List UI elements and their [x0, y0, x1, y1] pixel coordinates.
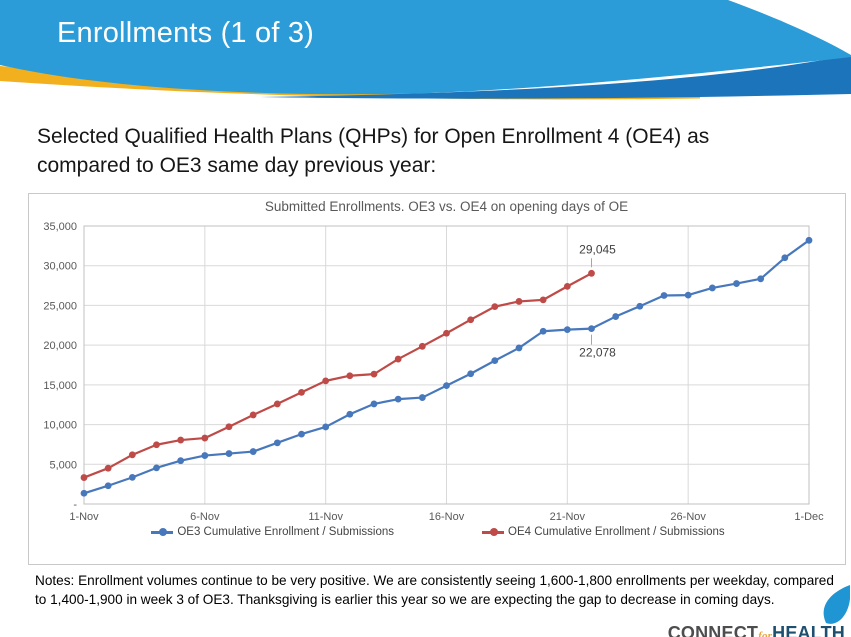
data-point: [805, 236, 813, 244]
data-point: [153, 441, 160, 449]
data-point: [225, 423, 233, 431]
data-point: [443, 329, 450, 337]
data-point: [322, 377, 330, 385]
data-point: [757, 275, 765, 283]
data-point: [104, 464, 112, 472]
data-label: 29,045: [579, 242, 616, 256]
data-point: [563, 282, 571, 290]
data-point: [588, 269, 595, 277]
logo-for: for: [758, 630, 773, 637]
logo-leaf-icon: [823, 585, 850, 624]
y-axis-tick-label: 20,000: [43, 340, 77, 352]
data-point: [467, 370, 475, 378]
chart-title: Submitted Enrollments. OE3 vs. OE4 on op…: [265, 199, 628, 214]
data-point: [322, 423, 330, 431]
x-axis-tick-label: 1-Nov: [69, 511, 99, 523]
data-point: [104, 482, 112, 490]
data-point: [128, 451, 136, 459]
chart-panel: Submitted Enrollments. OE3 vs. OE4 on op…: [28, 193, 846, 565]
data-label: 22,078: [579, 346, 616, 360]
legend-item-oe4: OE4 Cumulative Enrollment / Submissions: [482, 526, 725, 538]
data-point: [201, 452, 209, 459]
data-point: [733, 280, 740, 287]
data-point: [418, 342, 426, 350]
data-point: [563, 326, 571, 334]
enrollment-line-chart: Submitted Enrollments. OE3 vs. OE4 on op…: [43, 199, 824, 523]
data-point: [249, 411, 257, 419]
data-point: [80, 474, 88, 481]
data-point: [346, 372, 354, 380]
data-point: [225, 450, 233, 457]
data-point: [515, 344, 523, 352]
data-point: [201, 434, 209, 442]
oe4-line-marker-icon: [482, 528, 504, 536]
data-point: [684, 291, 692, 299]
data-point: [418, 394, 426, 401]
logo: CONNECTforHEALTH: [668, 623, 845, 637]
data-point: [491, 303, 499, 311]
x-axis-tick-label: 16-Nov: [429, 511, 465, 523]
page-title: Enrollments (1 of 3): [57, 17, 315, 49]
y-axis-tick-label: 10,000: [43, 420, 77, 432]
data-point: [80, 489, 88, 497]
data-point: [708, 284, 716, 292]
series-line-oe4: [83, 272, 593, 479]
data-point: [273, 400, 281, 408]
oe3-line-marker-icon: [151, 528, 174, 536]
data-point: [298, 430, 305, 438]
data-point: [467, 316, 475, 324]
data-point: [491, 357, 499, 365]
data-point: [515, 298, 523, 305]
legend-label-oe4: OE4 Cumulative Enrollment / Submissions: [508, 526, 725, 538]
y-axis-tick-label: 35,000: [43, 221, 77, 233]
x-axis-tick-label: 11-Nov: [308, 511, 343, 523]
data-point: [177, 436, 185, 444]
x-axis-tick-label: 26-Nov: [670, 511, 706, 523]
notes-text: Notes: Enrollment volumes continue to be…: [35, 573, 834, 607]
chart-legend: OE3 Cumulative Enrollment / Submissions …: [29, 526, 847, 538]
data-point: [539, 296, 547, 304]
data-point: [273, 439, 281, 447]
data-point: [177, 457, 185, 465]
y-axis-tick-label: -: [73, 499, 77, 511]
data-point: [781, 254, 789, 262]
data-point: [370, 400, 378, 408]
y-axis-tick-label: 5,000: [49, 459, 77, 471]
data-point: [588, 325, 595, 333]
x-axis-tick-label: 1-Dec: [794, 511, 824, 523]
plot-area-border: [83, 225, 810, 505]
logo-health: HEALTH: [772, 623, 845, 637]
x-axis-tick-label: 6-Nov: [190, 511, 220, 523]
data-point: [660, 292, 668, 299]
data-point: [394, 355, 402, 363]
data-point: [636, 302, 644, 310]
banner-main-shape: [0, 0, 851, 95]
logo-connect: CONNECT: [667, 623, 759, 637]
legend-label-oe3: OE3 Cumulative Enrollment / Submissions: [177, 526, 394, 538]
data-point: [394, 395, 402, 403]
data-point: [153, 464, 160, 472]
data-point: [249, 448, 257, 455]
header-banner: [0, 0, 851, 100]
data-point: [539, 327, 547, 335]
x-axis-tick-label: 21-Nov: [550, 511, 586, 523]
data-point: [298, 389, 305, 396]
legend-item-oe3: OE3 Cumulative Enrollment / Submissions: [151, 526, 394, 538]
data-point: [612, 313, 620, 320]
y-axis-tick-label: 25,000: [43, 300, 77, 312]
y-axis-tick-label: 15,000: [43, 380, 77, 392]
data-point: [128, 473, 136, 481]
slide-subtitle: Selected Qualified Health Plans (QHPs) f…: [37, 125, 710, 177]
data-point: [370, 370, 378, 378]
banner-dark-swoosh: [260, 55, 851, 99]
data-point: [443, 382, 450, 390]
data-point: [346, 410, 354, 418]
y-axis-tick-label: 30,000: [43, 261, 77, 273]
